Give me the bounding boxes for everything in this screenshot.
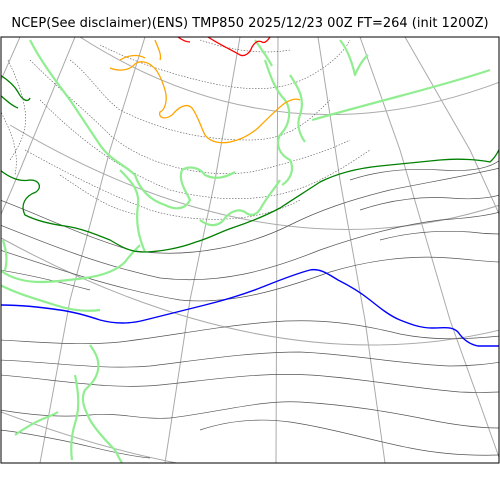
isotherms-solid [1, 160, 499, 459]
isotherm-contour [349, 160, 499, 181]
contour-red [177, 37, 271, 57]
coastline-segment [289, 74, 306, 143]
contour-line [1, 148, 499, 253]
coastline-segment [199, 179, 281, 227]
meridian-line [39, 37, 146, 463]
coastline-segment [1, 239, 8, 271]
contour-line [1, 74, 31, 102]
isotherm-contour [359, 194, 499, 211]
map-frame [0, 36, 500, 464]
parallel-line [1, 411, 180, 463]
coastline-segment [29, 39, 236, 210]
isotherm-contour [7, 59, 26, 161]
contour-green [1, 74, 499, 253]
contour-line [154, 39, 162, 61]
coastline-segment [119, 169, 147, 253]
isotherm-contour [1, 429, 151, 459]
isotherm-contour [1, 373, 499, 393]
coastline-segment [81, 344, 123, 463]
isotherm-contour [1, 249, 499, 302]
isotherm-contour [199, 39, 291, 53]
isotherm-contour [1, 401, 499, 429]
coastline-segment [311, 68, 491, 122]
graticule-meridians [1, 37, 499, 463]
isotherm-contour [29, 59, 351, 174]
coastline-segment [254, 39, 273, 67]
contour-line [1, 94, 19, 109]
isotherm-contour [24, 149, 301, 220]
parallel-line [9, 124, 499, 230]
meridian-line [1, 37, 21, 82]
isotherm-contour [199, 419, 499, 456]
parallel-line [1, 237, 499, 346]
coastline-segment [339, 39, 369, 77]
coastline-segment [1, 244, 141, 284]
isotherm-contour [1, 167, 499, 254]
contour-line [1, 268, 499, 347]
isotherm-contour [59, 174, 141, 216]
contour-blue [1, 268, 499, 347]
contour-line [207, 37, 271, 57]
contour-line [177, 37, 191, 43]
coastline-segment [263, 59, 294, 186]
isotherm-contour [1, 320, 499, 345]
isotherms-dotted [1, 39, 371, 220]
graticule-parallels [1, 37, 499, 463]
coastlines [1, 39, 491, 463]
coastline-segment [70, 374, 80, 461]
isotherm-contour [1, 111, 17, 176]
isotherm-contour [69, 59, 331, 141]
map-title: NCEP(See disclaimer)(ENS) TMP850 2025/12… [11, 16, 489, 31]
meridian-line [164, 37, 241, 463]
meridian-line [404, 37, 499, 216]
isotherm-contour [1, 269, 91, 291]
parallel-line [79, 37, 499, 116]
contour-line [119, 54, 146, 61]
meridian-line [275, 37, 279, 463]
isotherm-contour [39, 99, 371, 200]
coastline-segment [1, 284, 101, 312]
isotherm-contour [1, 351, 499, 368]
isotherm-contour [379, 230, 499, 241]
coastline-segment [14, 411, 59, 436]
isotherm-contour [1, 211, 499, 281]
meridian-line [317, 37, 386, 463]
meridian-line [359, 37, 499, 459]
contour-orange [109, 39, 301, 144]
contour-line [109, 61, 301, 144]
isotherm-contour [99, 39, 351, 89]
